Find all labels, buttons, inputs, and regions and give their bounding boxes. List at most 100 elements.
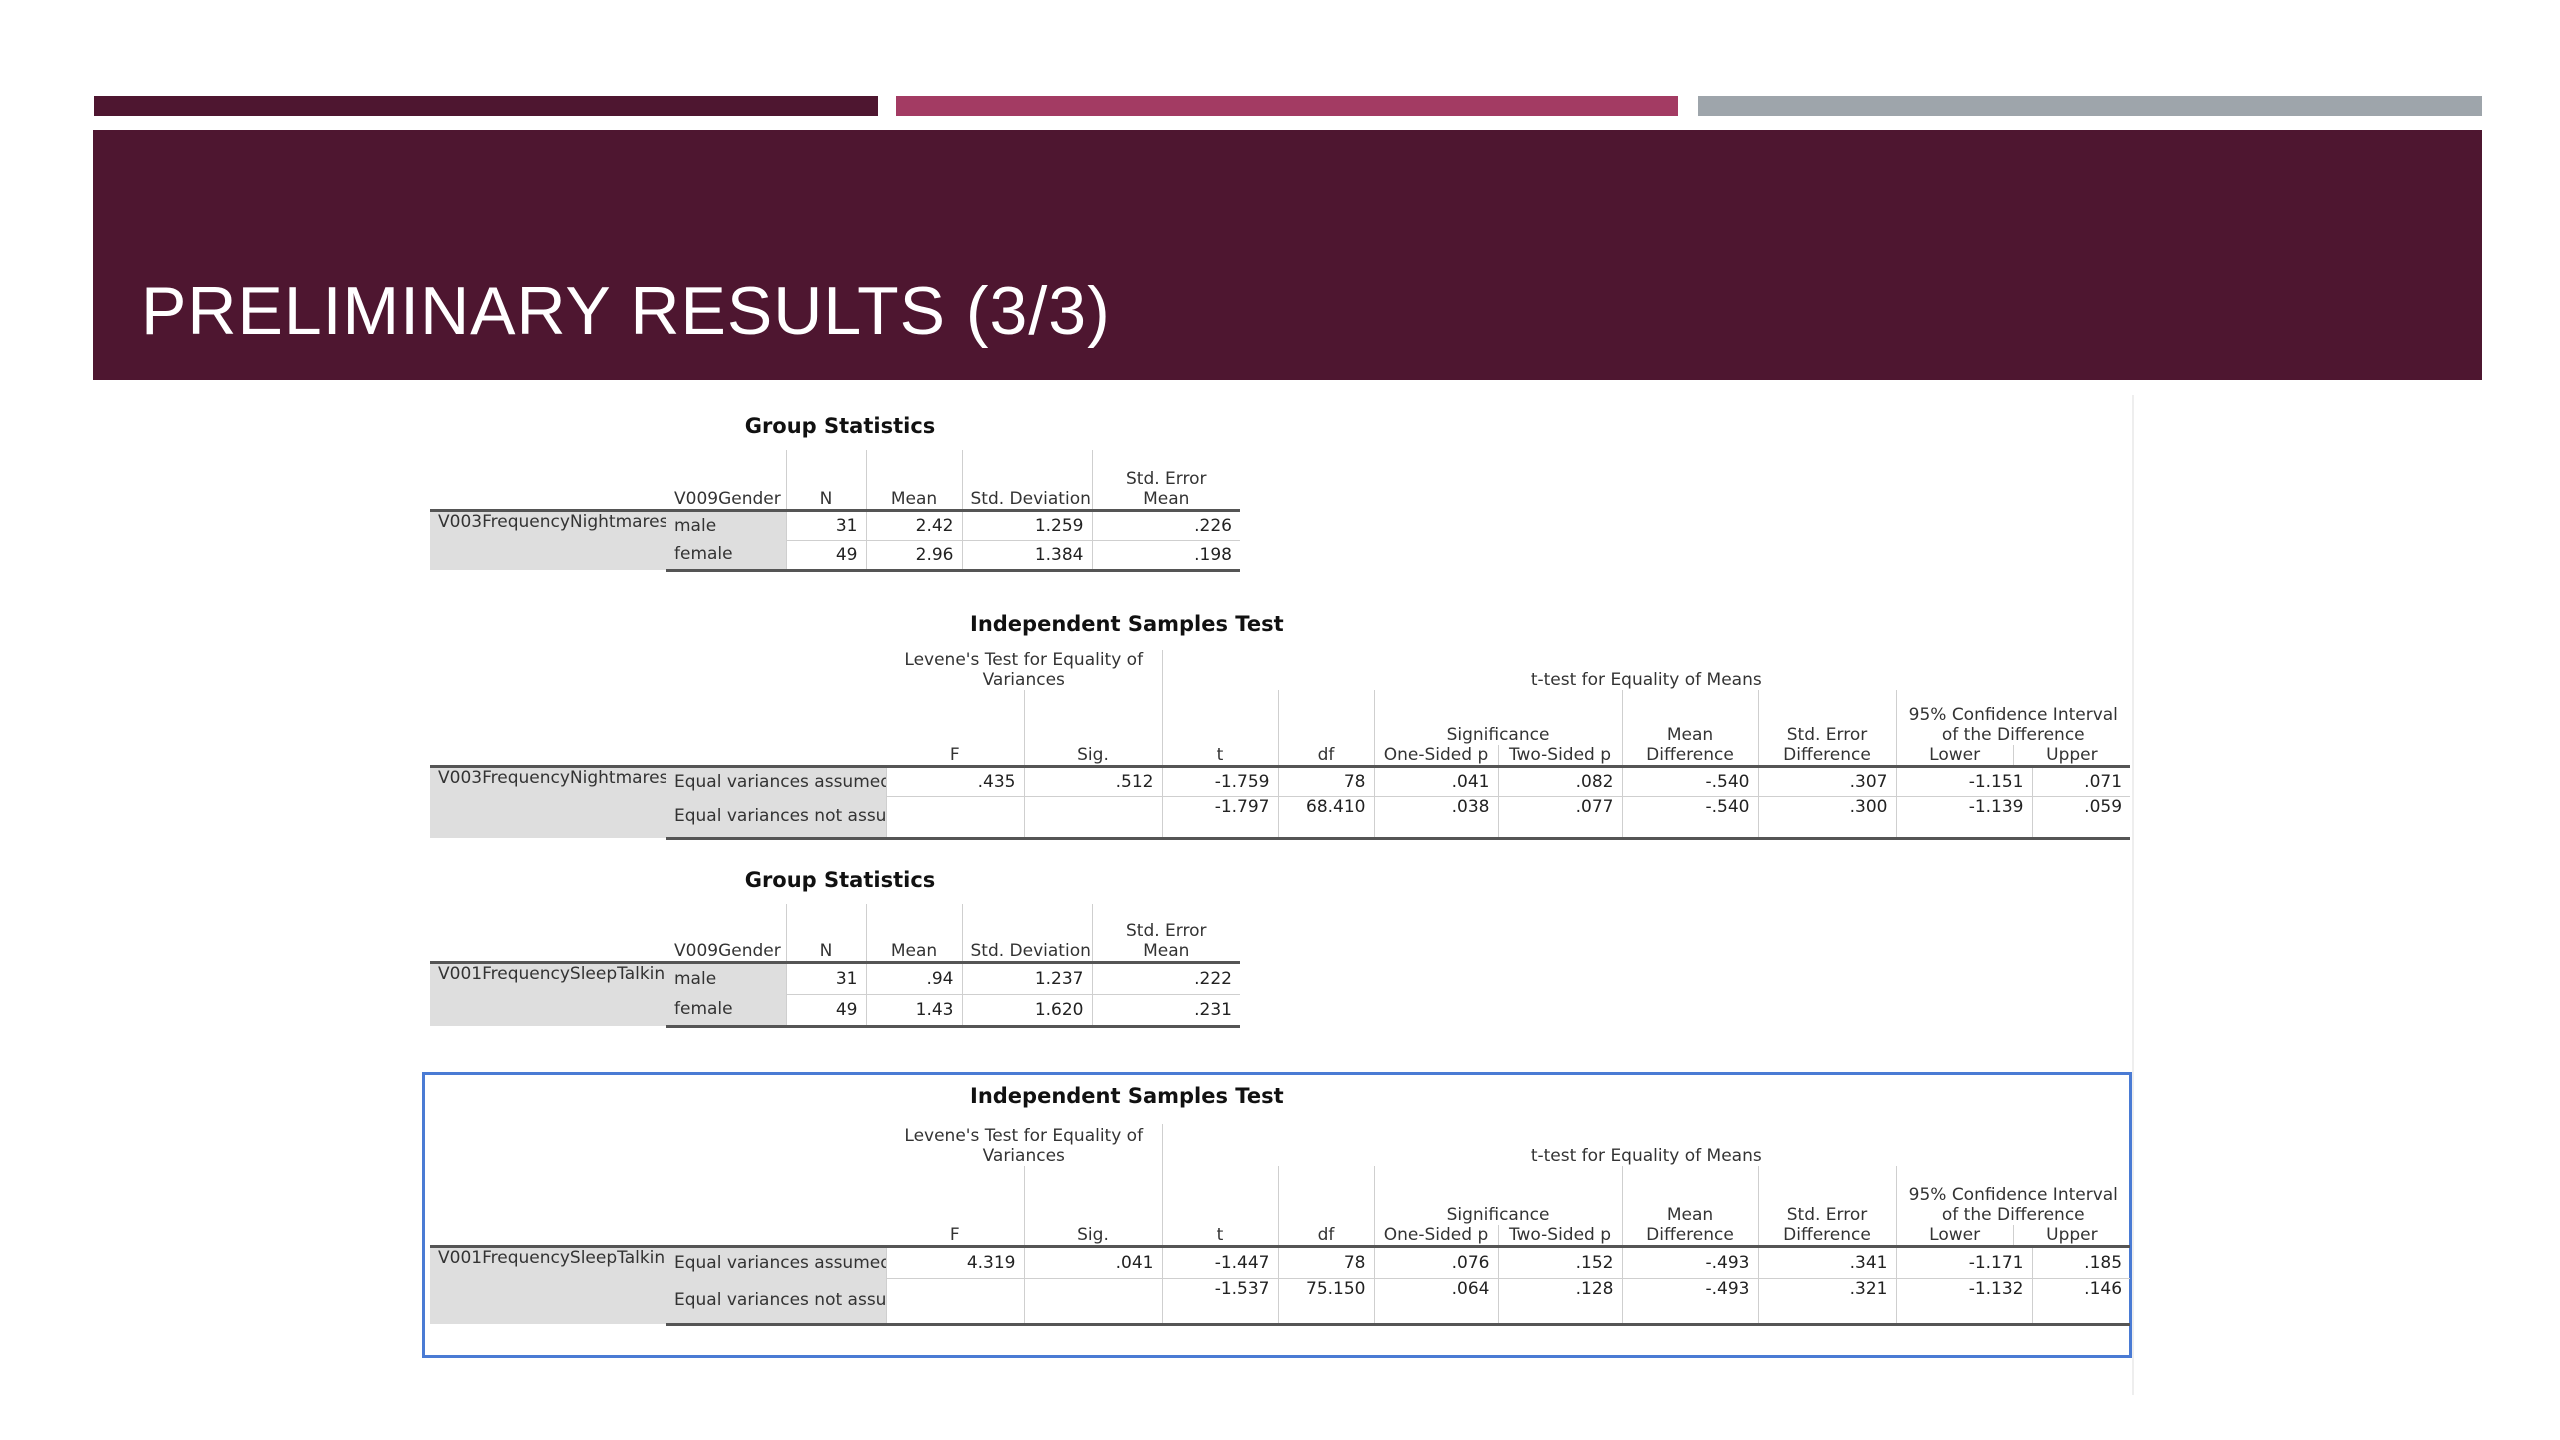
variable-label: V001FrequencySleepTalking	[430, 960, 666, 1026]
cell-mean-diff: -.493	[1621, 1244, 1758, 1278]
header-confidence-interval: 95% Confidence Interval of the Differenc…	[1908, 704, 2118, 745]
header-mean-difference: Mean Difference	[1621, 690, 1758, 766]
accent-bar-pink	[896, 96, 1678, 116]
row-label: Equal variances assumed	[666, 1244, 886, 1278]
cell-se: .231	[1091, 993, 1240, 1028]
independent-samples-test-table-1[interactable]: Independent Samples Test Levene's Test f…	[430, 606, 2131, 866]
selected-table-frame[interactable]	[422, 1072, 2132, 1358]
cell-se-diff: .321	[1757, 1277, 1896, 1326]
cell-mean: .94	[865, 960, 962, 994]
table-title: Independent Samples Test	[970, 612, 1284, 636]
cell-mean: 1.43	[865, 993, 962, 1028]
header-group-var: V009Gender	[674, 488, 781, 509]
cell-t: -1.537	[1161, 1277, 1278, 1326]
cell-se: .198	[1091, 539, 1240, 572]
group-label: female	[666, 994, 786, 1028]
header-mean: Mean	[865, 450, 962, 510]
cell-mean-diff: -.540	[1621, 795, 1758, 840]
header-std-error-mean: Std. Error Mean	[1091, 904, 1240, 962]
cell-df: 75.150	[1277, 1277, 1374, 1326]
cell-lower: -1.171	[1895, 1244, 2032, 1278]
table-title: Group Statistics	[744, 868, 936, 892]
cell-t: -1.797	[1161, 795, 1278, 840]
table-title: Group Statistics	[744, 414, 936, 438]
cell-one-sided: .064	[1373, 1277, 1498, 1326]
cell-sig: .512	[1023, 764, 1162, 796]
header-n: N	[785, 904, 866, 962]
table-row: Equal variances not assumed -1.797 68.41…	[430, 795, 2131, 840]
accent-bar-gray	[1698, 96, 2482, 116]
header-sig: Sig.	[1023, 690, 1162, 766]
cell-lower: -1.151	[1895, 764, 2032, 796]
cell-sd: 1.384	[961, 539, 1092, 572]
cell-two-sided: .082	[1497, 764, 1622, 796]
table-title: Independent Samples Test	[970, 1084, 1284, 1108]
cell-sig	[1023, 795, 1162, 840]
slide-title: PRELIMINARY RESULTS (3/3)	[141, 273, 1111, 349]
row-label: Equal variances not assumed	[666, 796, 886, 840]
cell-df: 78	[1277, 764, 1374, 796]
header-confidence-interval: 95% Confidence Interval of the Differenc…	[1908, 1184, 2118, 1225]
cell-upper: .185	[2031, 1244, 2131, 1278]
table-row: Equal variances not assumed -1.537 75.15…	[430, 1277, 2131, 1326]
header-upper: Upper	[2012, 1224, 2130, 1245]
cell-upper: .146	[2031, 1277, 2131, 1326]
cell-one-sided: .076	[1373, 1244, 1498, 1278]
header-df: df	[1277, 1166, 1374, 1246]
header-levene: Levene's Test for Equality of Variances	[904, 650, 1144, 690]
cell-t: -1.759	[1161, 764, 1278, 796]
header-f: F	[949, 744, 960, 765]
group-label: male	[666, 508, 786, 540]
table-row: V001FrequencySleepTalking Equal variance…	[430, 1244, 2131, 1324]
cell-mean: 2.96	[865, 539, 962, 572]
header-lower: Lower	[1929, 744, 1981, 765]
header-upper: Upper	[2012, 744, 2130, 765]
header-ttest: t-test for Equality of Means	[1161, 650, 2131, 690]
header-t: t	[1161, 1166, 1278, 1246]
cell-mean-diff: -.540	[1621, 764, 1758, 796]
header-one-sided-p: One-Sided p	[1383, 744, 1489, 765]
cell-lower: -1.139	[1895, 795, 2032, 840]
table-row: V003FrequencyNightmares male 31 2.42 1.2…	[430, 508, 1240, 570]
cell-mean-diff: -.493	[1621, 1277, 1758, 1326]
cell-se-diff: .300	[1757, 795, 1896, 840]
cell-sig	[1023, 1277, 1162, 1326]
cell-one-sided: .041	[1373, 764, 1498, 796]
group-statistics-table-2[interactable]: Group Statistics V009Gender N Mean Std. …	[430, 868, 1250, 1036]
cell-f	[885, 795, 1024, 840]
title-banner: PRELIMINARY RESULTS (3/3)	[93, 130, 2482, 380]
cell-f: 4.319	[885, 1244, 1024, 1278]
header-mean: Mean	[865, 904, 962, 962]
row-label: Equal variances not assumed	[666, 1278, 886, 1326]
table-row: female 49 2.96 1.384 .198	[430, 539, 1240, 572]
cell-n: 49	[785, 993, 866, 1028]
header-levene: Levene's Test for Equality of Variances	[904, 1126, 1144, 1166]
cell-one-sided: .038	[1373, 795, 1498, 840]
cell-two-sided: .152	[1497, 1244, 1622, 1278]
header-std-deviation: Std. Deviation	[961, 904, 1092, 962]
header-one-sided-p: One-Sided p	[1383, 1224, 1489, 1245]
header-df: df	[1277, 690, 1374, 766]
group-statistics-table-1[interactable]: Group Statistics V009Gender N Mean Std. …	[430, 410, 1250, 572]
cell-sig: .041	[1023, 1244, 1162, 1278]
cell-n: 31	[785, 508, 866, 540]
cell-upper: .071	[2031, 764, 2131, 796]
header-t: t	[1161, 690, 1278, 766]
header-group-var: V009Gender	[674, 940, 781, 961]
header-std-error-mean: Std. Error Mean	[1091, 450, 1240, 510]
cell-two-sided: .077	[1497, 795, 1622, 840]
group-label: female	[666, 540, 786, 572]
cell-t: -1.447	[1161, 1244, 1278, 1278]
row-label: Equal variances assumed	[666, 764, 886, 796]
cell-n: 49	[785, 539, 866, 572]
header-f: F	[949, 1224, 960, 1245]
independent-samples-test-table-2[interactable]: Independent Samples Test Levene's Test f…	[430, 1082, 2131, 1354]
header-std-error-difference: Std. Error Difference	[1757, 1166, 1896, 1246]
spss-output-area	[422, 395, 2134, 1395]
header-two-sided-p: Two-Sided p	[1497, 744, 1622, 765]
cell-sd: 1.237	[961, 960, 1092, 994]
cell-sd: 1.620	[961, 993, 1092, 1028]
header-std-deviation: Std. Deviation	[961, 450, 1092, 510]
cell-n: 31	[785, 960, 866, 994]
cell-se: .222	[1091, 960, 1240, 994]
